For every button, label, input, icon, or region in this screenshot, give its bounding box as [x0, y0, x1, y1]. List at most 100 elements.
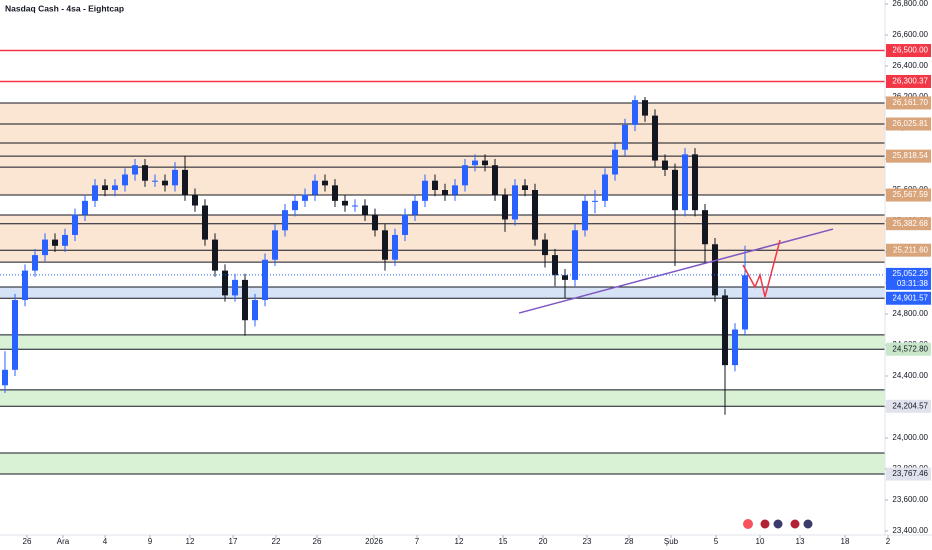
y-tick-label: 24,400.00 [892, 371, 928, 380]
x-tick-label: 15 [499, 537, 508, 546]
x-tick-label: Şub [664, 537, 679, 546]
candle-body [422, 180, 428, 201]
x-tick-label: 26 [313, 537, 322, 546]
candle-body [342, 200, 348, 206]
price-label: 26,025.81 [892, 119, 928, 128]
candle-body [2, 369, 8, 386]
candle-body [412, 200, 418, 215]
candle-body [542, 239, 548, 256]
candle-body [132, 165, 138, 175]
event-icon[interactable] [802, 518, 814, 530]
plot-area [0, 49, 885, 475]
price-label-box [886, 217, 931, 231]
candle-body [362, 205, 368, 215]
candle-body [242, 279, 248, 321]
candle-body [372, 214, 378, 231]
price-label-box [886, 74, 931, 88]
event-icon[interactable] [759, 518, 771, 530]
candle-body [522, 185, 528, 191]
x-tick-label: 23 [583, 537, 592, 546]
x-tick-label: 28 [625, 537, 634, 546]
candle-body [462, 165, 468, 186]
y-tick-label: 26,400.00 [892, 61, 928, 70]
candle-body [692, 154, 698, 211]
candle-body [652, 115, 658, 161]
candle-body [682, 154, 688, 211]
candle-body [672, 169, 678, 211]
candle-body [732, 329, 738, 366]
candle-body [572, 230, 578, 280]
price-label: 24,572.80 [892, 344, 928, 353]
price-label: 25,567.59 [892, 190, 928, 199]
candle-body [552, 255, 558, 276]
candle-body [432, 180, 438, 191]
x-tick-label: 5 [714, 537, 719, 546]
x-tick-label: 18 [841, 537, 850, 546]
candle-body [282, 210, 288, 231]
candle-body [702, 210, 708, 245]
candle-body [92, 185, 98, 201]
candle-body [192, 194, 198, 206]
price-label: 26,161.70 [892, 98, 928, 107]
y-tick-label: 26,600.00 [892, 30, 928, 39]
candle-body [562, 275, 568, 280]
price-label-box [886, 467, 931, 481]
candle-body [172, 169, 178, 186]
price-label-box [886, 117, 931, 131]
price-label: 25,818.54 [892, 151, 928, 160]
event-icon[interactable] [772, 518, 784, 530]
candle-body [602, 174, 608, 201]
price-label-box [886, 96, 931, 110]
candle-body [182, 169, 188, 195]
candle-body [612, 149, 618, 175]
zone [0, 334, 885, 350]
x-tick-label: 26 [23, 537, 32, 546]
candle-body [592, 200, 598, 202]
candle-body [492, 165, 498, 195]
candle-body [442, 190, 448, 195]
candle-body [722, 295, 728, 366]
x-tick-label: 2 [886, 537, 891, 546]
current-price-label: 25,052.29 [892, 269, 928, 278]
x-tick-label: 12 [186, 537, 195, 546]
y-tick-label: 23,600.00 [892, 495, 928, 504]
candle-body [112, 185, 118, 191]
candle-body [52, 239, 58, 246]
candle-body [332, 185, 338, 201]
price-label-box [886, 188, 931, 202]
candle-body [122, 174, 128, 186]
price-label: 24,901.57 [892, 293, 928, 302]
x-tick-label: 20 [539, 537, 548, 546]
x-tick-label: Ara [57, 537, 70, 546]
zone [0, 453, 885, 475]
candle-body [632, 100, 638, 125]
candle-body [512, 185, 518, 220]
candle-body [202, 205, 208, 240]
x-tick-label: 9 [148, 537, 153, 546]
price-label-box [886, 149, 931, 163]
candle-body [252, 300, 258, 321]
event-icon[interactable] [743, 519, 753, 529]
price-label: 25,382.68 [892, 219, 928, 228]
candle-body [482, 160, 488, 166]
zone [0, 389, 885, 407]
candle-body [742, 275, 748, 330]
x-tick-label: 4 [103, 537, 108, 546]
countdown: 03:31:38 [897, 279, 929, 288]
candle-body [162, 180, 168, 186]
candle-body [322, 180, 328, 186]
price-label-box [886, 243, 931, 257]
candle-body [382, 230, 388, 260]
price-label-box [886, 44, 931, 58]
candle-body [302, 194, 308, 201]
x-tick-label: 13 [796, 537, 805, 546]
candle-body [42, 239, 48, 256]
candle-body [712, 244, 718, 296]
price-label-box [886, 342, 931, 356]
candle-body [32, 255, 38, 271]
price-label: 25,211.60 [893, 245, 929, 254]
x-tick-label: 17 [229, 537, 238, 546]
price-label: 26,500.00 [892, 46, 928, 55]
event-icon[interactable] [789, 518, 801, 530]
candle-body [472, 160, 478, 166]
